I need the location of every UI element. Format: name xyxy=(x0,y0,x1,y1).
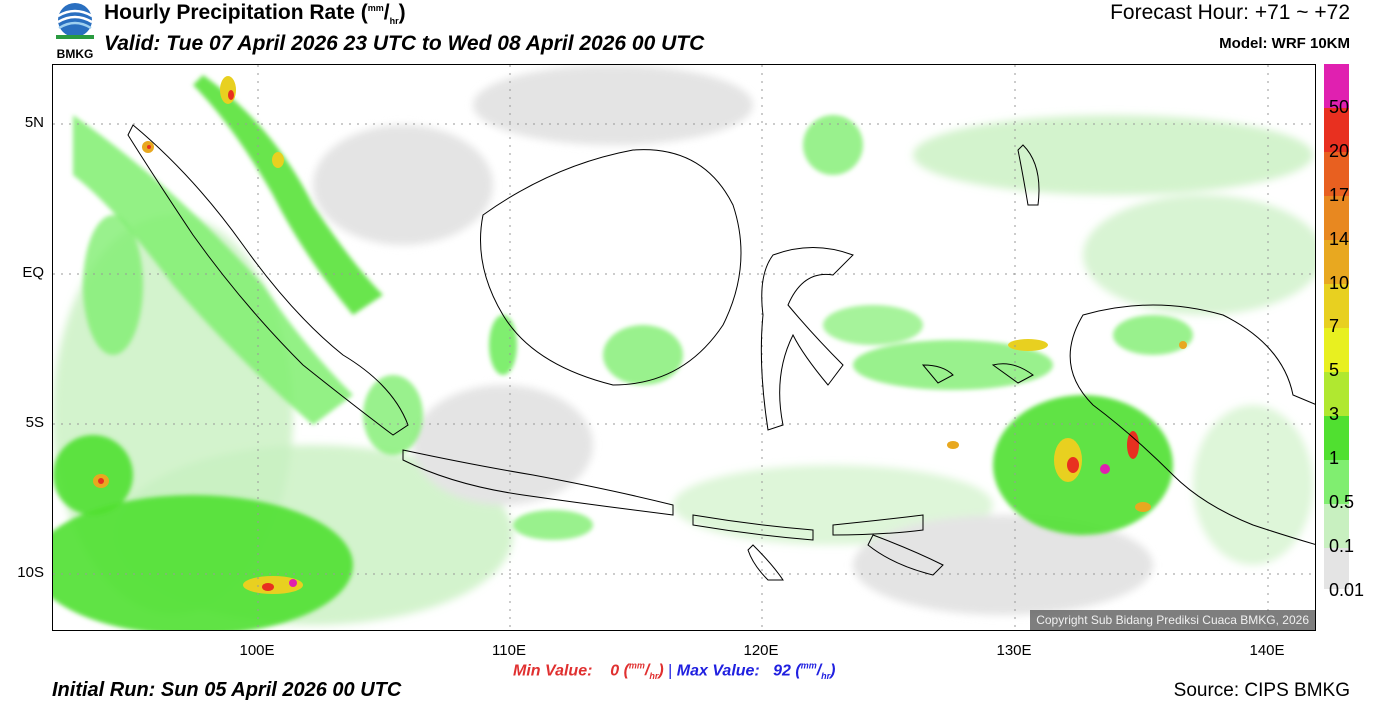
moderate-rain-field xyxy=(53,75,1193,630)
graticule xyxy=(53,65,1315,630)
min-value-unit: (mm/hr) xyxy=(623,661,664,682)
source: Source: CIPS BMKG xyxy=(1173,680,1350,701)
lat-label-eq: EQ xyxy=(22,264,44,281)
lat-label-10s: 10S xyxy=(17,564,44,581)
legend-label: 3 xyxy=(1329,404,1340,424)
initial-run: Initial Run: Sun 05 April 2026 00 UTC xyxy=(52,679,402,701)
legend-swatch xyxy=(1324,504,1349,548)
model-name: Model: WRF 10KM xyxy=(1219,35,1350,52)
lon-label-130e: 130E xyxy=(996,642,1032,659)
bmkg-logo: BMKG xyxy=(56,3,94,60)
legend-label: 17 xyxy=(1329,185,1350,205)
max-value-unit: (mm/hr) xyxy=(795,661,836,682)
legend-swatch xyxy=(1324,372,1349,416)
min-value-label: Min Value: xyxy=(513,662,593,680)
legend-label: 1 xyxy=(1329,448,1340,468)
min-max-values: Min Value: 0 (mm/hr) | Max Value: 92 (mm… xyxy=(513,661,836,682)
legend-swatch xyxy=(1324,548,1349,589)
coastlines xyxy=(127,124,1315,581)
legend-label: 0.1 xyxy=(1329,536,1355,556)
forecast-hour: Forecast Hour: +71 ~ +72 xyxy=(1110,1,1350,24)
valid-time: Valid: Tue 07 April 2026 23 UTC to Wed 0… xyxy=(104,32,705,55)
legend-swatch xyxy=(1324,240,1349,284)
legend-swatch xyxy=(1324,284,1349,328)
legend-label: 10 xyxy=(1329,273,1350,293)
stats-separator: | xyxy=(668,662,673,680)
lon-label-100e: 100E xyxy=(239,642,275,659)
logo-text: BMKG xyxy=(57,47,94,60)
legend-label: 5 xyxy=(1329,360,1340,380)
heavy-rain-cells xyxy=(93,76,1187,594)
legend-swatch xyxy=(1324,152,1349,196)
precipitation-map: Copyright Sub Bidang Prediksi Cuaca BMKG… xyxy=(52,64,1316,631)
legend-swatch xyxy=(1324,416,1349,460)
max-value-label: Max Value: xyxy=(676,662,760,680)
lon-label-120e: 120E xyxy=(743,642,779,659)
lat-label-5n: 5N xyxy=(24,114,44,131)
legend-swatch xyxy=(1324,460,1349,504)
map-title: Hourly Precipitation Rate (mm/hr) xyxy=(104,1,406,27)
max-value: 92 xyxy=(773,662,791,680)
precipitation-legend xyxy=(1324,64,1349,589)
lon-label-140e: 140E xyxy=(1249,642,1285,659)
map-canvas xyxy=(53,65,1315,630)
legend-swatch xyxy=(1324,108,1349,152)
copyright-notice: Copyright Sub Bidang Prediksi Cuaca BMKG… xyxy=(1030,610,1315,630)
lon-label-110e: 110E xyxy=(492,642,526,659)
legend-label: 50 xyxy=(1329,97,1350,117)
min-value: 0 xyxy=(610,662,620,680)
legend-label: 0.01 xyxy=(1329,580,1365,600)
legend-label: 0.5 xyxy=(1329,492,1355,512)
legend-swatch xyxy=(1324,328,1349,372)
legend-label: 14 xyxy=(1329,229,1350,249)
legend-label: 20 xyxy=(1329,141,1350,161)
legend-swatch xyxy=(1324,196,1349,240)
lat-label-5s: 5S xyxy=(25,414,44,431)
legend-swatch xyxy=(1324,64,1349,108)
legend-label: 7 xyxy=(1329,316,1340,336)
